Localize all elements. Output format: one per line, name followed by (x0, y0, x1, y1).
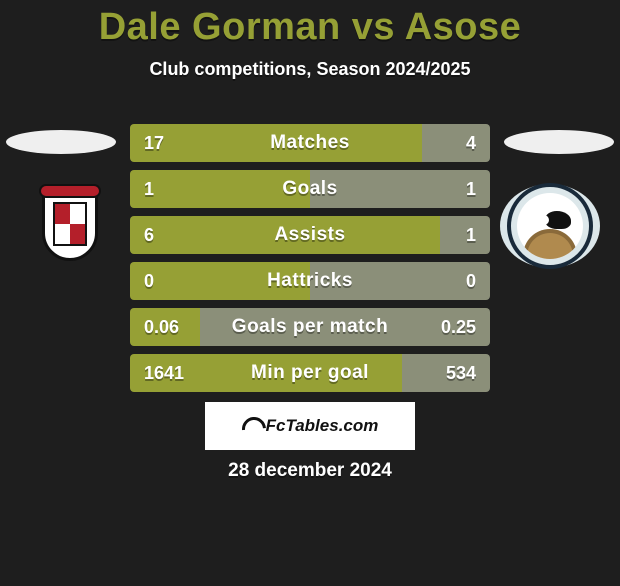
stats-bars: 174Matches11Goals61Assists00Hattricks0.0… (130, 124, 490, 400)
stat-right-value: 1 (466, 170, 476, 208)
stat-row: 1641534Min per goal (130, 354, 490, 392)
right-player-ellipse (504, 130, 614, 154)
brand-box: FcTables.com (205, 402, 415, 450)
page-subtitle: Club competitions, Season 2024/2025 (0, 59, 620, 80)
stat-bar-right (310, 262, 490, 300)
stat-bar-left (130, 124, 422, 162)
stat-row: 11Goals (130, 170, 490, 208)
stat-bar-left (130, 216, 440, 254)
left-team-crest (20, 184, 120, 268)
stat-row: 174Matches (130, 124, 490, 162)
page-title: Dale Gorman vs Asose (0, 6, 620, 49)
stat-row: 00Hattricks (130, 262, 490, 300)
stat-right-value: 4 (466, 124, 476, 162)
stat-right-value: 0 (466, 262, 476, 300)
stat-left-value: 0.06 (144, 308, 179, 346)
footer-date: 28 december 2024 (0, 460, 620, 482)
stat-left-value: 1 (144, 170, 154, 208)
stat-left-value: 6 (144, 216, 154, 254)
magpie-icon (545, 211, 571, 229)
stat-bar-right (440, 216, 490, 254)
right-team-crest (500, 184, 600, 268)
stat-left-value: 17 (144, 124, 164, 162)
stat-right-value: 1 (466, 216, 476, 254)
banner-icon (39, 184, 101, 198)
stat-left-value: 0 (144, 262, 154, 300)
shield-icon (42, 191, 98, 261)
crest-circle-icon (505, 181, 595, 271)
stat-bar-left (130, 170, 310, 208)
stat-bar-left (130, 262, 310, 300)
stat-right-value: 0.25 (441, 308, 476, 346)
stat-right-value: 534 (446, 354, 476, 392)
stat-bar-right (422, 124, 490, 162)
left-player-ellipse (6, 130, 116, 154)
fctables-arc-icon (242, 417, 260, 435)
brand-text: FcTables.com (266, 416, 379, 436)
stat-row: 0.060.25Goals per match (130, 308, 490, 346)
stat-left-value: 1641 (144, 354, 184, 392)
stat-row: 61Assists (130, 216, 490, 254)
stat-bar-right (310, 170, 490, 208)
